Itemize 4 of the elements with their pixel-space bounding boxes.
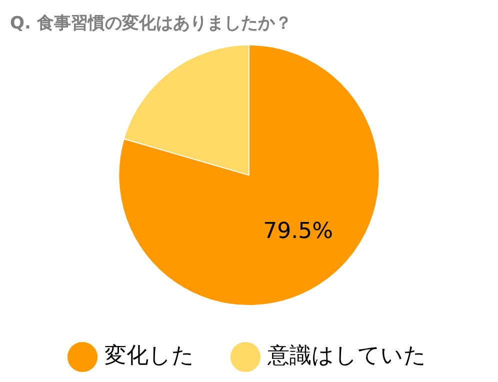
legend-label: 意識はしていた (266, 344, 426, 369)
legend-label: 変化した (104, 344, 194, 369)
data-label: 79.5% (263, 219, 334, 244)
chart-title: Q. 食事習慣の変化はありましたか？ (10, 14, 292, 34)
